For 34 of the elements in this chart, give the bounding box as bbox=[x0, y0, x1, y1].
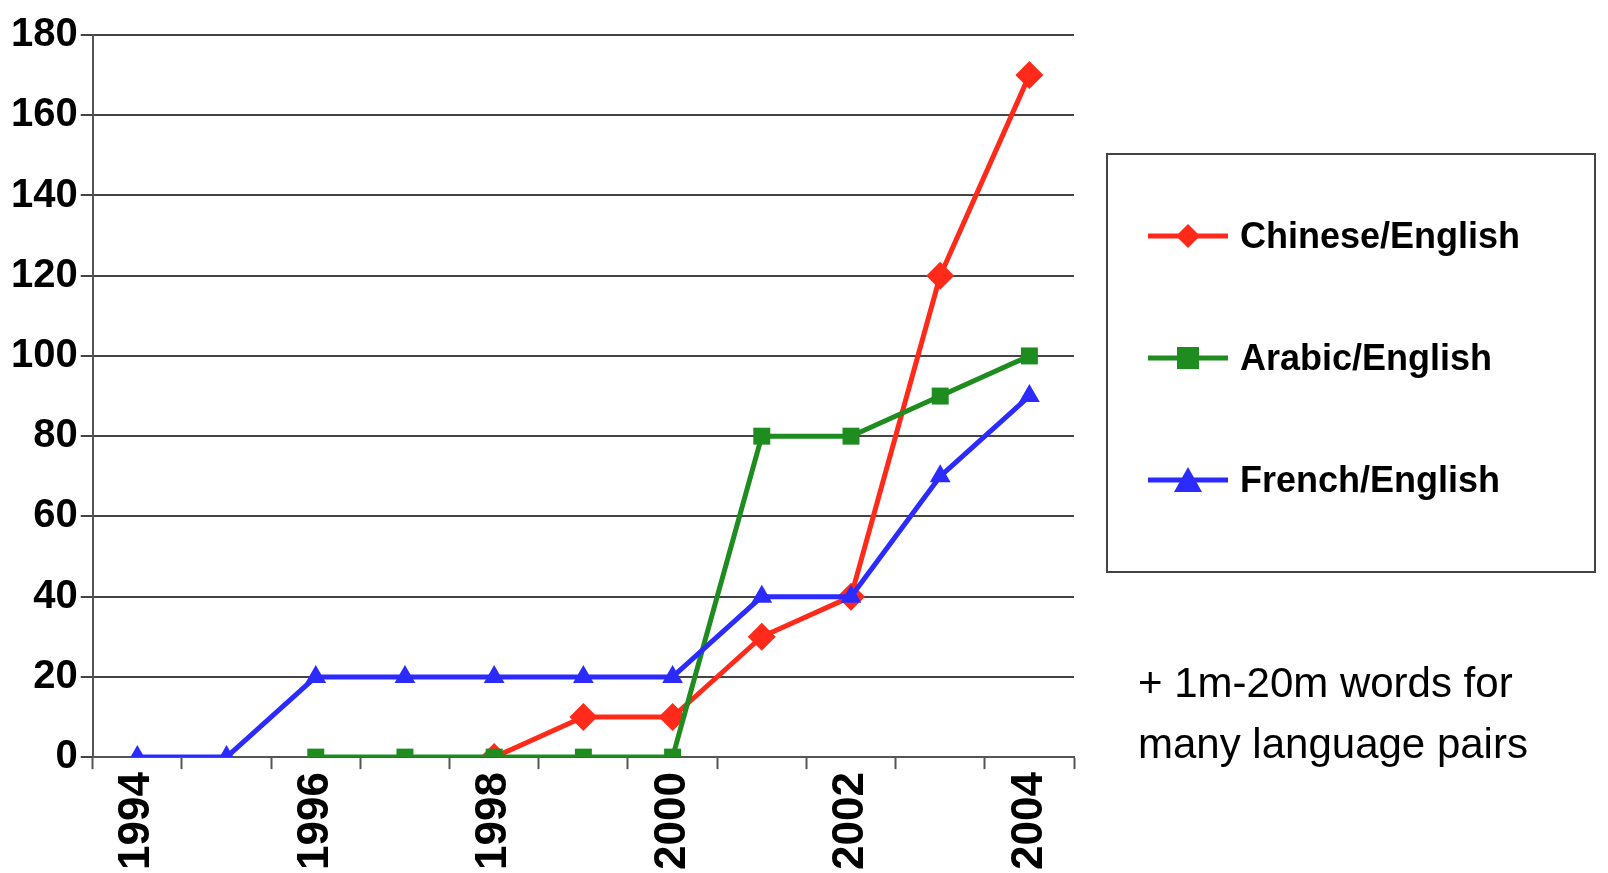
x-tick-label: 1994 bbox=[109, 771, 159, 871]
legend-label: Chinese/English bbox=[1240, 215, 1521, 257]
x-tick-label: 2002 bbox=[823, 772, 873, 871]
y-tick-label: 40 bbox=[33, 571, 78, 616]
point bbox=[1015, 61, 1044, 90]
point bbox=[926, 261, 955, 290]
y-tick-label: 60 bbox=[33, 491, 78, 536]
y-tick-label: 180 bbox=[10, 10, 78, 55]
point bbox=[753, 427, 771, 445]
y-tick-label: 140 bbox=[10, 170, 78, 215]
point bbox=[305, 664, 327, 683]
point bbox=[483, 664, 505, 683]
y-tick-label: 20 bbox=[33, 651, 78, 696]
x-tick-label: 1998 bbox=[466, 772, 516, 871]
x-tick-label: 2000 bbox=[644, 772, 694, 871]
legend-label: Arabic/English bbox=[1240, 337, 1493, 379]
legend-label: French/English bbox=[1240, 459, 1501, 501]
y-tick-label: 80 bbox=[33, 411, 78, 456]
point bbox=[394, 664, 416, 683]
point bbox=[662, 664, 683, 683]
point bbox=[751, 584, 773, 603]
x-tick-label: 1996 bbox=[287, 772, 337, 871]
point bbox=[1020, 347, 1038, 365]
point bbox=[929, 464, 951, 483]
point bbox=[931, 387, 949, 405]
y-tick-label: 120 bbox=[10, 250, 78, 295]
point bbox=[572, 664, 594, 683]
y-tick-label: 160 bbox=[10, 90, 78, 135]
point bbox=[842, 427, 860, 445]
y-tick-label: 0 bbox=[55, 732, 78, 777]
x-tick-label: 2004 bbox=[1001, 771, 1051, 871]
point bbox=[1019, 384, 1040, 403]
y-tick-label: 100 bbox=[10, 330, 78, 375]
text: + 1m-20m words for many language pairs bbox=[1138, 658, 1529, 769]
